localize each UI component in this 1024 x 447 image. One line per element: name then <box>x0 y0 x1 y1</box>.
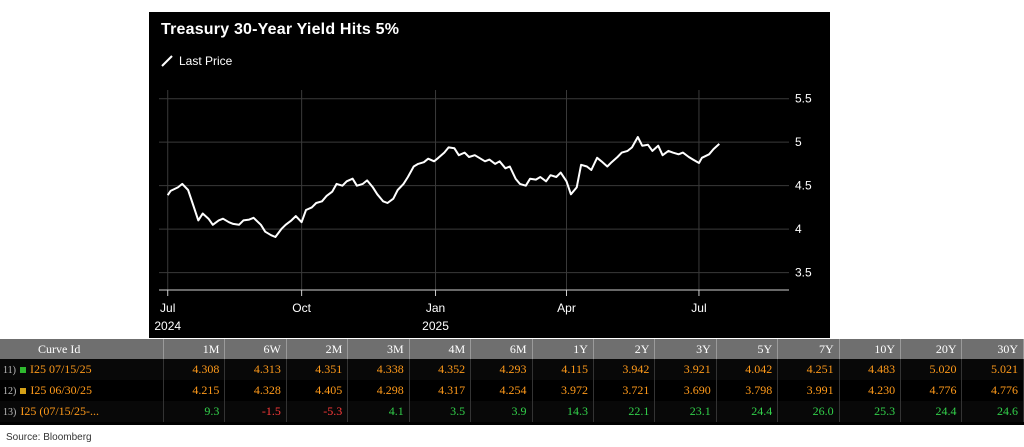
series-marker-icon <box>20 388 27 395</box>
table-cell: 24.4 <box>900 401 963 422</box>
legend: Last Price <box>161 54 232 68</box>
table-cell: 26.0 <box>777 401 840 422</box>
column-header[interactable]: 3M <box>347 339 410 359</box>
curve-id-cell[interactable]: 11) I25 07/15/25 <box>0 359 164 380</box>
table-cell: 24.6 <box>961 401 1024 422</box>
y-tick-label: 4 <box>795 222 802 236</box>
table-row[interactable]: 12) I25 06/30/25 4.215 4.328 4.405 4.298 4.317… <box>0 380 1024 401</box>
table-cell: -5.3 <box>286 401 349 422</box>
row-number: 13) <box>3 407 17 418</box>
table-cell: 4.042 <box>716 359 779 380</box>
curve-id-label: I25 (07/15/25-... <box>20 404 99 418</box>
table-cell: 4.298 <box>347 380 410 401</box>
curve-table: Curve Id 1M 6W 2M 3M 4M 6M 1Y 2Y 3Y 5Y 7Y 10Y 20Y 30Y … <box>0 339 1024 422</box>
row-number: 12) <box>3 386 17 397</box>
line-chart: 3.5 4 4.5 5 5.5 Jul 2024 Oct Jan 2025 Apr Jul <box>154 90 812 333</box>
table-cell: 3.921 <box>654 359 717 380</box>
table-cell: 4.308 <box>163 359 226 380</box>
column-header[interactable]: 6W <box>224 339 287 359</box>
x-tick-label: Jul <box>160 301 175 315</box>
legend-label: Last Price <box>179 54 233 68</box>
table-cell: 4.328 <box>224 380 287 401</box>
curve-id-cell[interactable]: 12) I25 06/30/25 <box>0 380 164 401</box>
table-cell: 5.020 <box>900 359 963 380</box>
table-cell: 23.1 <box>654 401 717 422</box>
curve-id-cell[interactable]: 13) I25 (07/15/25-... <box>0 401 164 422</box>
table-cell: 4.254 <box>470 380 533 401</box>
curve-id-label: I25 07/15/25 <box>29 362 92 376</box>
x-tick-label: Apr <box>557 301 576 315</box>
column-header[interactable]: 4M <box>409 339 472 359</box>
x-tick-year-label: 2024 <box>154 319 181 333</box>
x-tick-year-label: 2025 <box>422 319 449 333</box>
table-cell: 14.3 <box>532 401 594 422</box>
table-cell: 3.5 <box>409 401 472 422</box>
table-cell: 4.215 <box>163 380 226 401</box>
table-cell: 4.313 <box>224 359 287 380</box>
table-body: 11) I25 07/15/25 4.308 4.313 4.351 4.338 4.352… <box>0 359 1024 422</box>
table-cell: 24.4 <box>716 401 779 422</box>
column-header[interactable]: 10Y <box>839 339 902 359</box>
table-cell: 3.9 <box>470 401 533 422</box>
table-cell: 4.338 <box>347 359 410 380</box>
table-cell: 4.352 <box>409 359 472 380</box>
source-note: Source: Bloomberg <box>6 432 92 443</box>
table-cell: -1.5 <box>224 401 287 422</box>
curve-table-panel: Curve Id 1M 6W 2M 3M 4M 6M 1Y 2Y 3Y 5Y 7Y 10Y 20Y 30Y … <box>0 339 1024 425</box>
table-cell: 3.991 <box>777 380 840 401</box>
table-header-row: Curve Id 1M 6W 2M 3M 4M 6M 1Y 2Y 3Y 5Y 7Y 10Y 20Y 30Y <box>0 339 1024 359</box>
table-row[interactable]: 11) I25 07/15/25 4.308 4.313 4.351 4.338 4.352… <box>0 359 1024 380</box>
column-header[interactable]: 3Y <box>654 339 717 359</box>
table-cell: 4.251 <box>777 359 840 380</box>
table-cell: 3.690 <box>654 380 717 401</box>
table-cell: 4.317 <box>409 380 472 401</box>
chart-panel: Treasury 30-Year Yield Hits 5% Last Pric… <box>149 12 830 338</box>
column-header[interactable]: 5Y <box>716 339 779 359</box>
column-header[interactable]: 20Y <box>900 339 963 359</box>
table-cell: 22.1 <box>593 401 656 422</box>
column-header[interactable]: 30Y <box>961 339 1024 359</box>
table-cell: 4.776 <box>961 380 1024 401</box>
legend-line-icon <box>161 55 173 67</box>
series-marker-icon <box>19 367 26 374</box>
table-cell: 4.776 <box>900 380 963 401</box>
y-tick-label: 3.5 <box>795 266 812 280</box>
table-cell: 4.405 <box>286 380 349 401</box>
table-cell: 3.798 <box>716 380 779 401</box>
column-header[interactable]: 2Y <box>593 339 656 359</box>
table-cell: 4.483 <box>839 359 902 380</box>
row-number: 11) <box>3 365 16 376</box>
table-cell: 3.972 <box>532 380 594 401</box>
column-header[interactable]: 1Y <box>532 339 594 359</box>
table-cell: 5.021 <box>961 359 1024 380</box>
table-cell: 9.3 <box>163 401 226 422</box>
y-tick-label: 5.5 <box>795 92 812 106</box>
table-row[interactable]: 13) I25 (07/15/25-... 9.3 -1.5 -5.3 4.1 3.5 3.9… <box>0 401 1024 422</box>
x-tick-label: Oct <box>292 301 311 315</box>
column-header[interactable]: 1M <box>163 339 226 359</box>
y-tick-label: 4.5 <box>795 179 812 193</box>
table-cell: 4.1 <box>347 401 410 422</box>
y-tick-label: 5 <box>795 135 802 149</box>
table-cell: 4.230 <box>839 380 902 401</box>
table-cell: 3.721 <box>593 380 656 401</box>
chart-title: Treasury 30-Year Yield Hits 5% <box>161 21 400 38</box>
table-cell: 4.293 <box>470 359 533 380</box>
x-tick-label: Jan <box>426 301 445 315</box>
column-header-curve-id[interactable]: Curve Id <box>0 339 164 359</box>
column-header[interactable]: 7Y <box>777 339 840 359</box>
table-cell: 25.3 <box>839 401 902 422</box>
x-tick-label: Jul <box>691 301 706 315</box>
column-header[interactable]: 2M <box>286 339 349 359</box>
table-cell: 3.942 <box>593 359 656 380</box>
column-header[interactable]: 6M <box>470 339 533 359</box>
curve-id-label: I25 06/30/25 <box>30 383 93 397</box>
table-cell: 4.351 <box>286 359 349 380</box>
table-cell: 4.115 <box>532 359 594 380</box>
series-line <box>166 136 720 238</box>
